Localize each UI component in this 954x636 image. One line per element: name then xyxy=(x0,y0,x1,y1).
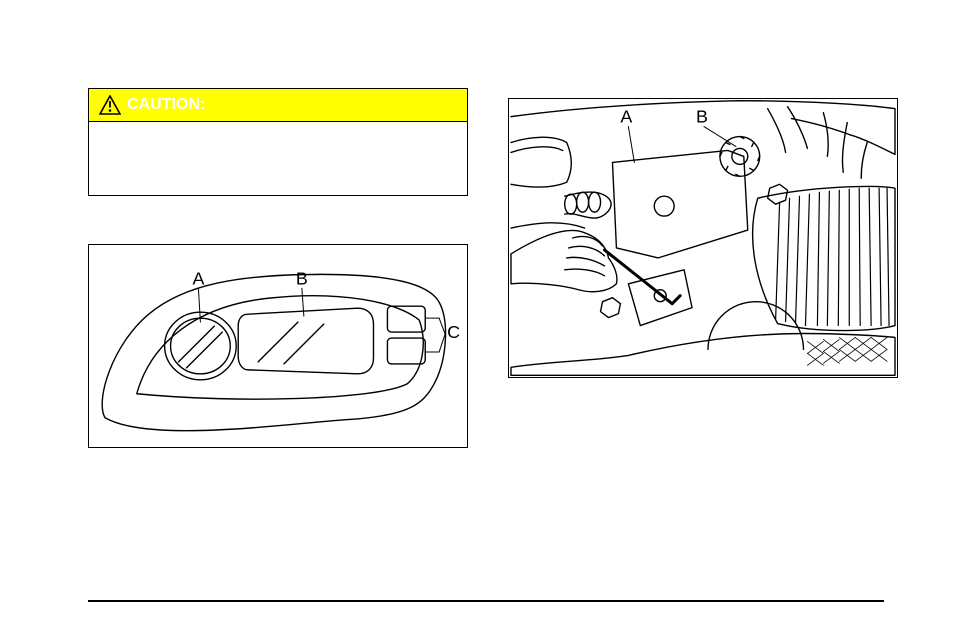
fig-right-caption-a: A. Low-Beam Headlamp xyxy=(508,384,898,396)
figure-headlamp-front: A B C xyxy=(88,244,468,448)
headlamps-heading: Headlamps xyxy=(88,216,468,234)
fig-right-caption-b: B. High-Beam Headlamp xyxy=(508,402,898,414)
figure-engine-bay: A B xyxy=(508,98,898,378)
fig-left-caption-c: C. Sidemarker Lamp xyxy=(88,490,468,502)
fig-left-caption-b: B. High-Beam Headlamp xyxy=(88,472,468,484)
label-b: B xyxy=(296,268,308,288)
caution-box: CAUTION: Halogen bulbs have pressurized … xyxy=(88,88,468,196)
caution-body: Halogen bulbs have pressurized gas insid… xyxy=(89,122,467,195)
caution-header: CAUTION: xyxy=(89,89,467,122)
page-number: 5-54 xyxy=(88,610,112,624)
caution-title: CAUTION: xyxy=(127,96,205,114)
warning-triangle-icon xyxy=(99,95,121,115)
label-c: C xyxy=(447,322,460,342)
label-a: A xyxy=(620,107,632,127)
label-b: B xyxy=(696,107,708,127)
fig-right-prompt: To replace one of these bulbs, do the fo… xyxy=(508,422,898,434)
footer-rule xyxy=(88,600,884,602)
label-a: A xyxy=(192,268,204,288)
fig-left-caption-a: A. Low-Beam Headlamp xyxy=(88,454,468,466)
